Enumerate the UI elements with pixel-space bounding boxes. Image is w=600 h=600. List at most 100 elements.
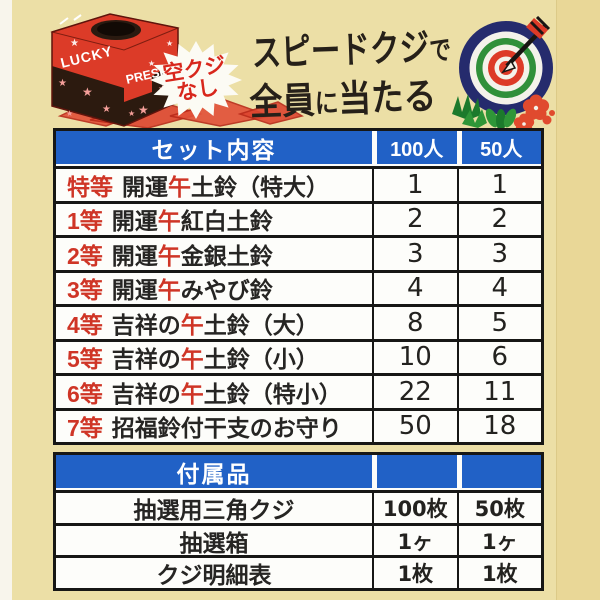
set-contents-table: セット内容 100人 50人 特等 開運午土鈴（特大） 1 1 1等 開運午紅白土鈴 2 2 2…	[53, 128, 544, 445]
prize-name-zodiac: 午	[157, 208, 181, 235]
sparkle-icon	[59, 17, 69, 25]
accessory-cell: 抽選箱	[56, 526, 372, 556]
prize-name-zodiac: 午	[157, 277, 181, 304]
headline-line2-b: 当たる	[337, 75, 437, 120]
accessories-column-100	[377, 455, 457, 488]
prize-name: 開運午金銀土鈴	[112, 237, 273, 271]
prize-cell: 2等 開運午金銀土鈴	[56, 238, 372, 270]
qty-100: 8	[372, 307, 457, 339]
prize-cell: 1等 開運午紅白土鈴	[56, 204, 372, 236]
left-margin-strip	[0, 0, 12, 600]
accessories-table: 付属品 抽選用三角クジ 100枚 50枚 抽選箱 1ヶ 1ヶ クジ明細表 1枚 1枚	[53, 452, 544, 591]
set-table-row: 特等 開運午土鈴（特大） 1 1	[56, 166, 541, 201]
prize-rank: 1等	[67, 208, 103, 235]
prize-rank: 5等	[67, 346, 103, 373]
svg-text:★: ★	[66, 109, 73, 118]
headline-line1: スピードクジで	[250, 26, 452, 74]
prize-cell: 6等 吉祥の午土鈴（特小）	[56, 376, 372, 408]
prize-name-post: 土鈴（特大）	[191, 173, 329, 200]
headline-line2-particle: に	[314, 87, 340, 119]
qty-100: 10	[372, 341, 457, 373]
svg-text:★: ★	[82, 85, 93, 99]
prize-name-post: みやび鈴	[180, 277, 273, 304]
prize-cell: 5等 吉祥の午土鈴（小）	[56, 342, 372, 374]
qty-50: 1ヶ	[456, 525, 542, 556]
qty-100: 22	[372, 376, 457, 408]
lottery-box-icon: LUCKY PRESENT ★ ★ ★ ★ ★ ★ ★ ★ ★ ★	[50, 13, 186, 127]
set-table-row: 6等 吉祥の午土鈴（特小） 22 11	[56, 373, 541, 408]
prize-name: 開運午紅白土鈴	[112, 202, 273, 236]
prize-name-pre: 開運	[111, 277, 158, 304]
prize-rank: 7等	[67, 415, 103, 442]
prize-rank: 特等	[67, 173, 113, 200]
prize-name-pre: 開運	[122, 173, 168, 200]
accessories-table-header: 付属品	[56, 455, 541, 490]
dartboard-icon	[452, 16, 555, 128]
prize-cell: 4等 吉祥の午土鈴（大）	[56, 307, 372, 339]
prize-name-pre: 吉祥の	[111, 346, 181, 373]
prize-rank: 2等	[67, 242, 103, 269]
qty-50: 6	[456, 341, 542, 373]
leaves-icon	[485, 108, 517, 128]
svg-text:★: ★	[148, 59, 155, 68]
headline-line1-particle: で	[428, 35, 452, 66]
headline-line2: 全員に当たる	[248, 75, 437, 123]
qty-100: 100枚	[372, 493, 457, 523]
prize-name: 吉祥の午土鈴（大）	[112, 306, 319, 340]
headline-line2-a: 全員	[248, 79, 316, 123]
qty-50: 3	[456, 238, 542, 270]
qty-50: 18	[456, 410, 542, 442]
svg-text:★: ★	[166, 39, 173, 48]
prize-cell: 7等 招福鈴付干支のお守り	[56, 411, 372, 443]
accessory-table-row: クジ明細表 1枚 1枚	[56, 555, 541, 588]
set-table-row: 1等 開運午紅白土鈴 2 2	[56, 200, 542, 236]
accessory-label: クジ明細表	[156, 562, 272, 589]
prize-name-post: 紅白土鈴	[180, 208, 273, 235]
qty-50: 4	[456, 272, 542, 304]
headline-line1-main: スピードクジ	[250, 26, 430, 74]
prize-name-pre: 吉祥の	[111, 311, 181, 338]
qty-100: 4	[372, 272, 457, 304]
badge-line2: なし	[175, 75, 221, 106]
set-table-row: 5等 吉祥の午土鈴（小） 10 6	[56, 338, 542, 374]
accessories-table-title: 付属品	[56, 455, 372, 488]
column-header-100: 100人	[377, 131, 457, 164]
no-blank-lottery-badge: 空クジ なし	[150, 41, 242, 119]
svg-text:★: ★	[58, 78, 67, 89]
prize-cell: 3等 開運午みやび鈴	[56, 273, 372, 305]
accessory-label: 抽選用三角クジ	[133, 496, 295, 523]
prize-name-zodiac: 午	[180, 311, 204, 338]
qty-100: 50	[372, 410, 457, 442]
set-table-header: セット内容 100人 50人	[56, 131, 541, 166]
prize-name-post: 土鈴（特小）	[203, 380, 342, 407]
accessory-table-row: 抽選用三角クジ 100枚 50枚	[56, 490, 541, 523]
prize-name: 吉祥の午土鈴（特小）	[112, 375, 342, 409]
qty-50: 1	[456, 169, 542, 201]
pine-icon	[452, 94, 487, 128]
arrow-icon	[501, 16, 551, 74]
accessory-label: 抽選箱	[179, 529, 249, 556]
qty-50: 5	[456, 307, 542, 339]
prize-name-pre: 開運	[111, 208, 158, 235]
accessories-column-50	[461, 455, 541, 488]
accessory-cell: クジ明細表	[56, 558, 372, 588]
set-table-title: セット内容	[56, 131, 372, 164]
prize-name-pre: 吉祥の	[111, 380, 181, 407]
qty-100: 1ヶ	[372, 525, 457, 556]
qty-100: 3	[372, 238, 457, 270]
qty-50: 2	[456, 203, 542, 235]
prize-rank: 3等	[67, 277, 103, 304]
prize-name-zodiac: 午	[180, 346, 204, 373]
qty-50: 11	[456, 376, 542, 408]
prize-name-post: 金銀土鈴	[180, 242, 273, 269]
accessory-table-row: 抽選箱 1ヶ 1ヶ	[56, 522, 542, 556]
prize-name-post: 土鈴（小）	[203, 346, 319, 373]
sparkle-icon	[73, 14, 82, 21]
prize-rank: 4等	[67, 311, 103, 338]
prize-name: 開運午土鈴（特大）	[122, 168, 329, 202]
prize-name-zodiac: 午	[157, 242, 181, 269]
set-table-row: 2等 開運午金銀土鈴 3 3	[56, 235, 541, 270]
right-margin-strip	[556, 0, 600, 600]
svg-text:★: ★	[70, 38, 79, 49]
